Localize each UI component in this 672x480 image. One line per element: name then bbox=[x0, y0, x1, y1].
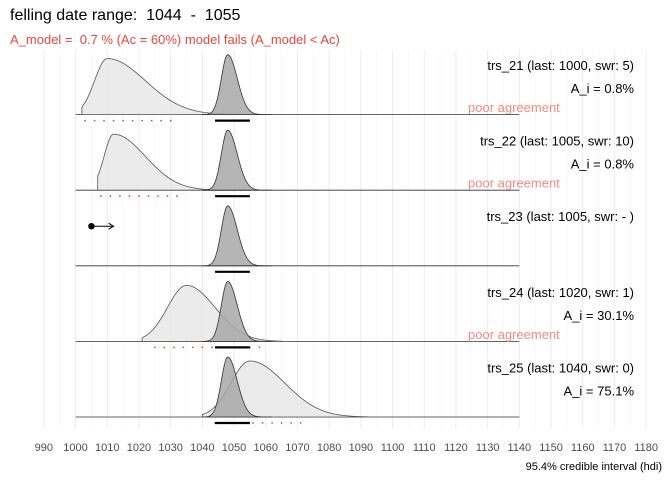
hdi-dot bbox=[93, 119, 96, 122]
hdi-dot bbox=[176, 195, 178, 198]
hdi-dot bbox=[138, 195, 140, 198]
poor-agreement-label: poor agreement bbox=[468, 100, 560, 115]
hdi-dot bbox=[299, 422, 302, 424]
hdi-dot bbox=[271, 422, 273, 424]
hdi-dot bbox=[280, 422, 283, 424]
sample-density-trs_24 bbox=[141, 284, 282, 342]
panel-trs_24: trs_24 (last: 1020, swr: 1) A_i = 30.1% po… bbox=[75, 280, 635, 349]
hdi-dot bbox=[100, 195, 102, 198]
hdi-dot bbox=[210, 346, 213, 349]
hdi-dot bbox=[157, 195, 159, 198]
poor-agreement-label: poor agreement bbox=[468, 327, 560, 342]
panel-trs_21: trs_21 (last: 1000, swr: 5) A_i = 0.8% poo… bbox=[75, 54, 635, 122]
agreement-index: A_i = 0.8% bbox=[571, 81, 635, 96]
x-tick-label: 1090 bbox=[349, 442, 373, 454]
hdi-dot bbox=[150, 119, 153, 122]
x-tick-label: 1120 bbox=[444, 442, 468, 454]
hdi-dot bbox=[141, 119, 144, 122]
x-tick-label: 1070 bbox=[285, 442, 309, 454]
x-tick-label: 1130 bbox=[476, 442, 500, 454]
felling-date-density bbox=[201, 356, 273, 418]
hdi-dot bbox=[261, 422, 264, 424]
panel-trs_23: trs_23 (last: 1005, swr: - ) bbox=[75, 205, 634, 273]
x-tick-label: 1140 bbox=[508, 442, 532, 454]
hdi-dot bbox=[169, 119, 172, 122]
hdi-dot bbox=[172, 346, 175, 349]
felling-date-density bbox=[201, 280, 273, 342]
last-ring-point bbox=[88, 223, 95, 230]
x-tick-label: 1000 bbox=[63, 442, 87, 454]
hdi-dot bbox=[201, 346, 204, 349]
sample-hdi-trs_21 bbox=[84, 119, 172, 122]
hdi-dot bbox=[109, 195, 112, 198]
x-axis: 990 1000 1010 1020 1030 1040 1050 1060 1070 1080 1… bbox=[35, 442, 658, 454]
hdi-dot bbox=[128, 195, 131, 198]
panels-layer: trs_21 (last: 1000, swr: 5) A_i = 0.8% poo… bbox=[75, 54, 635, 425]
grid-layer bbox=[43, 50, 647, 428]
model-agreement-subtitle: A_model = 0.7 % (Ac = 60%) model fails (… bbox=[10, 32, 340, 47]
series-label: trs_23 (last: 1005, swr: - ) bbox=[487, 209, 634, 224]
x-tick-label: 1040 bbox=[190, 442, 214, 454]
hdi-dot bbox=[252, 422, 254, 424]
x-axis-label: 95.4% credible interval (hdi) bbox=[526, 461, 662, 473]
hdi-dot bbox=[153, 346, 156, 349]
x-tick-label: 1100 bbox=[381, 442, 405, 454]
x-tick-label: 1160 bbox=[571, 442, 595, 454]
panel-trs_25: trs_25 (last: 1040, swr: 0) A_i = 75.1% bbox=[75, 356, 635, 425]
x-tick-label: 1180 bbox=[634, 442, 658, 454]
hdi-dot bbox=[122, 119, 124, 122]
felling-date-density bbox=[201, 54, 273, 115]
hdi-dot bbox=[103, 119, 105, 122]
panel-trs_22: trs_22 (last: 1005, swr: 10) A_i = 0.8% po… bbox=[75, 129, 635, 198]
x-tick-label: 1050 bbox=[222, 442, 246, 454]
x-tick-label: 1080 bbox=[317, 442, 341, 454]
hdi-dot bbox=[160, 119, 163, 122]
hdi-dot bbox=[131, 119, 134, 122]
hdi-dot bbox=[166, 195, 169, 198]
hdi-dot bbox=[191, 346, 194, 349]
x-tick-label: 1030 bbox=[158, 442, 182, 454]
chart-title: felling date range: 1044 - 1055 bbox=[10, 7, 241, 24]
x-tick-label: 1060 bbox=[254, 442, 278, 454]
hdi-dot bbox=[112, 119, 115, 122]
x-tick-label: 1110 bbox=[413, 442, 436, 454]
series-label: trs_21 (last: 1000, swr: 5) bbox=[487, 58, 634, 73]
hdi-dot bbox=[84, 119, 86, 122]
agreement-index: A_i = 30.1% bbox=[564, 308, 635, 323]
series-label: trs_24 (last: 1020, swr: 1) bbox=[487, 285, 634, 300]
x-tick-label: 1020 bbox=[127, 442, 151, 454]
series-label: trs_25 (last: 1040, swr: 0) bbox=[487, 360, 634, 375]
hdi-dot bbox=[258, 346, 261, 349]
x-tick-label: 1010 bbox=[95, 442, 119, 454]
poor-agreement-label: poor agreement bbox=[468, 176, 560, 191]
hdi-dot bbox=[290, 422, 293, 424]
x-tick-label: 1170 bbox=[603, 442, 627, 454]
agreement-index: A_i = 75.1% bbox=[564, 383, 635, 398]
hdi-dot bbox=[119, 195, 121, 198]
hdi-dot bbox=[163, 346, 166, 349]
agreement-index: A_i = 0.8% bbox=[571, 157, 635, 172]
felling-date-density bbox=[201, 129, 273, 191]
hdi-dot bbox=[182, 346, 185, 349]
x-tick-label: 990 bbox=[35, 442, 53, 454]
x-tick-label: 1150 bbox=[539, 442, 563, 454]
series-label: trs_22 (last: 1005, swr: 10) bbox=[480, 134, 634, 149]
hdi-dot bbox=[147, 195, 150, 198]
felling-date-density bbox=[201, 205, 273, 267]
arrow-head-icon bbox=[108, 222, 115, 230]
sample-hdi-trs_22 bbox=[100, 195, 178, 198]
